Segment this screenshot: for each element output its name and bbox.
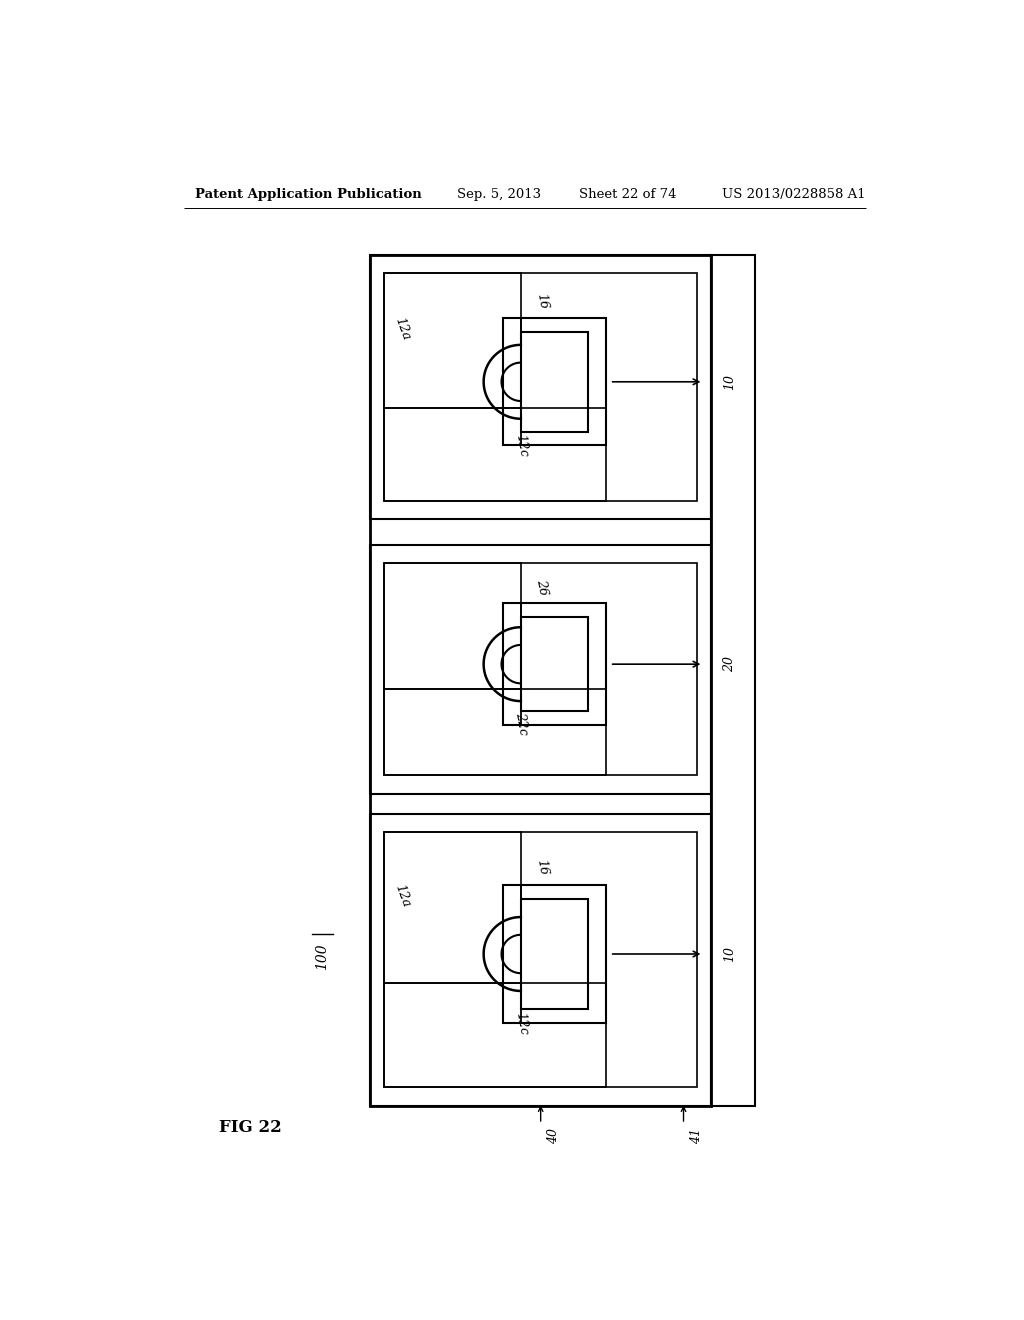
Text: Sheet 22 of 74: Sheet 22 of 74 bbox=[579, 189, 676, 202]
Text: US 2013/0228858 A1: US 2013/0228858 A1 bbox=[722, 189, 865, 202]
Text: 22c: 22c bbox=[513, 711, 529, 737]
Text: 10: 10 bbox=[723, 374, 736, 389]
Text: 20: 20 bbox=[723, 656, 736, 672]
Text: 12a: 12a bbox=[392, 315, 413, 342]
Text: 12c: 12c bbox=[513, 1011, 529, 1036]
Text: 40: 40 bbox=[547, 1129, 560, 1144]
Text: 16: 16 bbox=[535, 292, 550, 310]
Text: 12c: 12c bbox=[513, 433, 529, 458]
Text: 41: 41 bbox=[690, 1129, 702, 1144]
Text: 10: 10 bbox=[723, 946, 736, 962]
Text: 100: 100 bbox=[315, 942, 330, 970]
Text: 16: 16 bbox=[535, 858, 550, 876]
Text: Patent Application Publication: Patent Application Publication bbox=[196, 189, 422, 202]
Text: FIG 22: FIG 22 bbox=[219, 1118, 282, 1135]
Text: 26: 26 bbox=[535, 578, 550, 595]
Text: 12a: 12a bbox=[392, 882, 413, 909]
Text: Sep. 5, 2013: Sep. 5, 2013 bbox=[458, 189, 542, 202]
